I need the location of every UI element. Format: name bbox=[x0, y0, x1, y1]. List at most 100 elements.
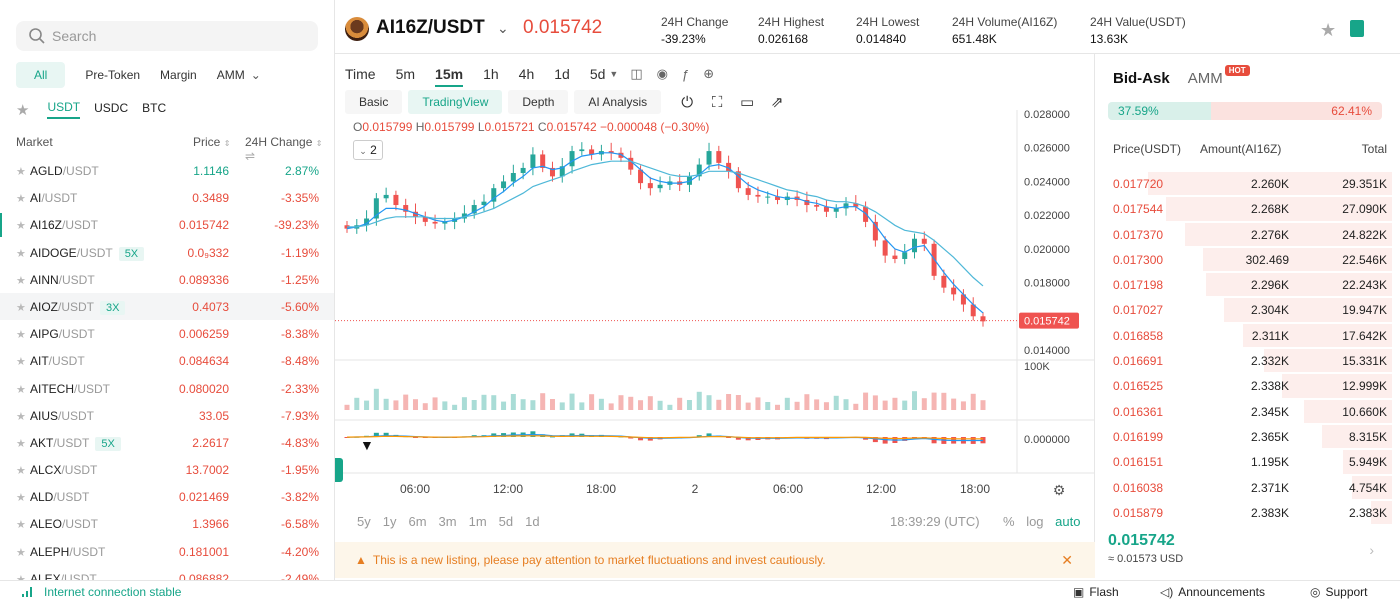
star-icon[interactable]: ★ bbox=[16, 573, 26, 580]
star-icon[interactable]: ★ bbox=[16, 220, 26, 233]
favorites-star-icon[interactable]: ★ bbox=[16, 101, 30, 119]
star-icon[interactable]: ★ bbox=[16, 410, 26, 423]
ask-row[interactable]: 0.017720 2.260K 29.351K bbox=[1095, 171, 1400, 196]
interval-1d[interactable]: 1d bbox=[554, 66, 570, 82]
search-input[interactable]: Search bbox=[16, 21, 318, 51]
range-option[interactable]: 1y bbox=[382, 514, 397, 529]
fullscreen-icon[interactable]: ⛶ bbox=[711, 93, 723, 111]
ask-row[interactable]: 0.016361 2.345K 10.660K bbox=[1095, 399, 1400, 424]
chevron-down-icon[interactable]: ▼ bbox=[609, 69, 619, 79]
market-row[interactable]: ★ AIDOGE/USDT 5X 0.0₉332 -1.19% bbox=[0, 239, 334, 266]
ask-row[interactable]: 0.015879 2.383K 2.383K bbox=[1095, 500, 1400, 525]
swap-icon[interactable]: ⇌ bbox=[245, 149, 256, 163]
add-icon[interactable]: ⊕ bbox=[703, 66, 715, 81]
star-icon[interactable]: ★ bbox=[16, 383, 26, 396]
layout-icon[interactable]: ▭ bbox=[740, 94, 755, 111]
interval-4h[interactable]: 4h bbox=[518, 66, 535, 82]
market-row[interactable]: ★ AIT/USDT 0.084634 -8.48% bbox=[0, 347, 334, 374]
collapse-panel-handle[interactable] bbox=[335, 458, 343, 482]
star-icon[interactable]: ★ bbox=[16, 465, 26, 478]
ask-row[interactable]: 0.017198 2.296K 22.243K bbox=[1095, 272, 1400, 297]
share-icon[interactable]: ⇗ bbox=[770, 94, 784, 111]
chevron-right-icon[interactable]: › bbox=[1369, 542, 1374, 558]
change-column-header[interactable]: 24H Change ⇕ ⇌ bbox=[245, 135, 323, 163]
favorite-star-icon[interactable]: ★ bbox=[1320, 20, 1337, 40]
star-icon[interactable]: ★ bbox=[16, 247, 26, 260]
percent-scale-toggle[interactable]: % bbox=[1003, 514, 1015, 529]
category-tab[interactable]: All bbox=[16, 62, 66, 88]
interval-15m[interactable]: 15m bbox=[435, 66, 464, 87]
market-row[interactable]: ★ AI/USDT 0.3489 -3.35% bbox=[0, 184, 334, 211]
quote-tab[interactable]: USDC bbox=[94, 101, 129, 115]
view-tab[interactable]: AI Analysis bbox=[574, 90, 662, 114]
market-row[interactable]: ★ ALEO/USDT 1.3966 -6.58% bbox=[0, 510, 334, 537]
range-option[interactable]: 6m bbox=[408, 514, 427, 529]
settings-gear-icon[interactable]: ⚙ bbox=[1053, 482, 1066, 498]
price-chart[interactable]: 0.028000 0.026000 0.024000 0.022000 0.020000… bbox=[335, 110, 1095, 510]
log-scale-toggle[interactable]: log bbox=[1026, 514, 1044, 529]
quote-tab[interactable]: BTC bbox=[142, 101, 167, 115]
support-button[interactable]: ◎ Support bbox=[1310, 585, 1368, 599]
ask-row[interactable]: 0.016151 1.195K 5.949K bbox=[1095, 449, 1400, 474]
market-row[interactable]: ★ ALD/USDT 0.021469 -3.82% bbox=[0, 483, 334, 510]
category-tab[interactable]: AMM ⌄ bbox=[216, 68, 261, 82]
star-icon[interactable]: ★ bbox=[16, 329, 26, 342]
star-icon[interactable]: ★ bbox=[16, 492, 26, 505]
auto-scale-toggle[interactable]: auto bbox=[1055, 514, 1081, 529]
ask-row[interactable]: 0.016691 2.332K 15.331K bbox=[1095, 348, 1400, 373]
star-icon[interactable]: ★ bbox=[16, 193, 26, 206]
ask-row[interactable]: 0.017300 302.469 22.546K bbox=[1095, 247, 1400, 272]
announcements-button[interactable]: ◁) Announcements bbox=[1160, 585, 1265, 599]
market-row[interactable]: ★ AITECH/USDT 0.080020 -2.33% bbox=[0, 375, 334, 402]
ask-row[interactable]: 0.017027 2.304K 19.947K bbox=[1095, 297, 1400, 322]
pair-selector[interactable]: AI16Z/USDT bbox=[376, 17, 485, 38]
guide-book-icon[interactable] bbox=[1350, 20, 1364, 37]
category-tab[interactable]: Pre-Token bbox=[85, 68, 141, 82]
star-icon[interactable]: ★ bbox=[16, 166, 26, 178]
ask-row[interactable]: 0.017370 2.276K 24.822K bbox=[1095, 222, 1400, 247]
view-tab[interactable]: Basic bbox=[345, 90, 403, 114]
market-row[interactable]: ★ AIOZ/USDT 3X 0.4073 -5.60% bbox=[0, 292, 334, 321]
market-row[interactable]: ★ AINN/USDT 0.089336 -1.25% bbox=[0, 266, 334, 293]
chevron-down-icon[interactable]: ⌄ bbox=[497, 20, 509, 36]
range-option[interactable]: 5y bbox=[357, 514, 371, 529]
interval-5m[interactable]: 5m bbox=[395, 66, 416, 82]
market-row[interactable]: ★ AIPG/USDT 0.006259 -8.38% bbox=[0, 320, 334, 347]
star-icon[interactable]: ★ bbox=[16, 546, 26, 559]
star-icon[interactable]: ★ bbox=[16, 519, 26, 532]
ask-row[interactable]: 0.016199 2.365K 8.315K bbox=[1095, 424, 1400, 449]
indicator-toggle[interactable]: ⌄ 2 bbox=[353, 140, 383, 160]
market-row[interactable]: ★ AI16Z/USDT 0.015742 -39.23% bbox=[0, 211, 334, 238]
quote-tab[interactable]: USDT bbox=[47, 100, 81, 119]
star-icon[interactable]: ★ bbox=[16, 274, 26, 287]
ask-row[interactable]: 0.016038 2.371K 4.754K bbox=[1095, 475, 1400, 500]
eye-icon[interactable]: ◉ bbox=[656, 66, 668, 81]
ask-row[interactable]: 0.017544 2.268K 27.090K bbox=[1095, 196, 1400, 221]
indicators-icon[interactable]: ƒ bbox=[681, 66, 690, 82]
category-tab[interactable]: Margin bbox=[160, 68, 197, 82]
view-tab[interactable]: Depth bbox=[508, 90, 569, 114]
star-icon[interactable]: ★ bbox=[16, 301, 26, 314]
market-column-header[interactable]: Market bbox=[16, 135, 53, 149]
star-icon[interactable]: ★ bbox=[16, 356, 26, 369]
market-row[interactable]: ★ AKT/USDT 5X 2.2617 -4.83% bbox=[0, 429, 334, 456]
market-row[interactable]: ★ AIUS/USDT 33.05 -7.93% bbox=[0, 402, 334, 429]
star-icon[interactable]: ★ bbox=[16, 437, 26, 450]
interval-5d[interactable]: 5d bbox=[589, 66, 606, 82]
range-option[interactable]: 5d bbox=[498, 514, 514, 529]
ask-row[interactable]: 0.016858 2.311K 17.642K bbox=[1095, 323, 1400, 348]
power-icon[interactable]: ⏻ bbox=[681, 93, 694, 111]
tab-bid-ask[interactable]: Bid-Ask bbox=[1113, 70, 1170, 87]
range-option[interactable]: 1d bbox=[525, 514, 540, 529]
close-icon[interactable]: ✕ bbox=[1061, 552, 1073, 568]
interval-time[interactable]: Time bbox=[345, 66, 376, 82]
flash-button[interactable]: ▣ Flash bbox=[1073, 585, 1119, 599]
range-option[interactable]: 3m bbox=[438, 514, 457, 529]
ask-row[interactable]: 0.016525 2.338K 12.999K bbox=[1095, 373, 1400, 398]
market-row[interactable]: ★ AGLD/USDT 1.1146 2.87% bbox=[0, 157, 334, 184]
range-option[interactable]: 1m bbox=[468, 514, 487, 529]
interval-1h[interactable]: 1h bbox=[483, 66, 499, 82]
tab-amm[interactable]: AMM HOT bbox=[1188, 65, 1250, 87]
market-row[interactable]: ★ ALEX/USDT 0.086882 -2.49% bbox=[0, 565, 334, 580]
market-row[interactable]: ★ ALEPH/USDT 0.181001 -4.20% bbox=[0, 538, 334, 565]
